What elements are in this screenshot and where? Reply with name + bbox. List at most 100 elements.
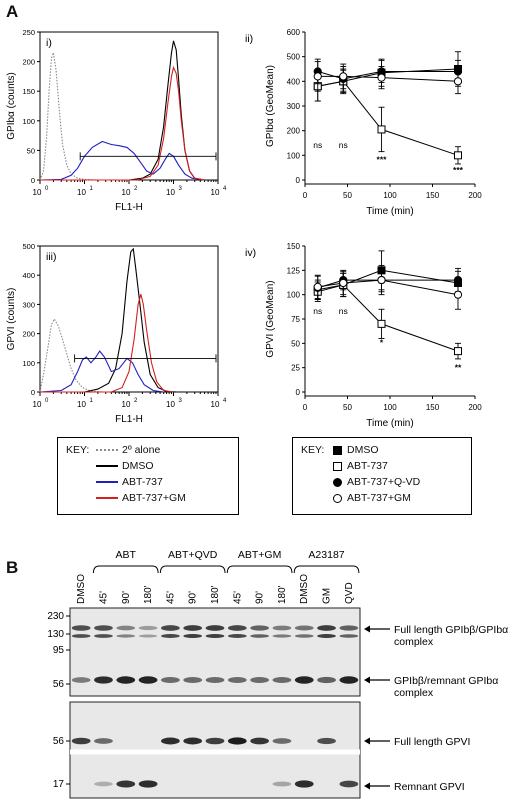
band-full-length-gpib	[250, 625, 269, 631]
y-tick-label: 150	[287, 242, 301, 251]
key-title: KEY:	[66, 444, 90, 456]
x-tick-label: 0	[303, 191, 308, 200]
significance-label: ***	[453, 165, 464, 175]
series-line-abt-737-gm	[317, 279, 459, 296]
y-tick-label: 50	[27, 146, 35, 155]
band-full-length-gpib-lower	[294, 634, 314, 638]
band-full-length-gpib	[94, 625, 113, 631]
key-line-grey	[96, 449, 118, 452]
y-tick-label: 0	[31, 388, 35, 397]
y-tick-label: 200	[22, 58, 35, 67]
key-line-red	[96, 497, 118, 500]
data-point-abt-737-gm	[313, 72, 322, 81]
significance-label: ns	[313, 306, 322, 316]
series-line-dmso	[317, 269, 459, 291]
y-tick-label: 0	[31, 176, 35, 185]
blot-lane-label: 180'	[210, 585, 221, 604]
y-tick-label: 0	[296, 176, 301, 185]
data-point-abt-737	[377, 319, 386, 328]
open-square-icon	[333, 461, 342, 471]
blot-lane-label: DMSO	[299, 574, 310, 604]
y-tick-label: 150	[22, 87, 35, 96]
histogram-series-abt-737	[39, 350, 164, 393]
band-remnant-gpib	[138, 676, 158, 684]
band-full-length-gpib-lower	[317, 633, 336, 639]
x-tick-exponent: 4	[223, 398, 227, 404]
key-item-label: ABT-737	[122, 476, 163, 488]
data-point-abt-737-gm	[377, 73, 386, 82]
blot-lane-label: 180'	[277, 585, 288, 604]
band-remnant-gpvi	[272, 781, 292, 787]
series-line-abt-737-q-vd	[317, 279, 458, 289]
significance-label: **	[455, 363, 462, 373]
x-tick-label: 10	[166, 400, 175, 409]
y-tick-label: 100	[287, 291, 301, 300]
band-full-length-gpib-lower	[71, 634, 91, 638]
band-full-length-gpib	[227, 625, 247, 631]
filled-square-icon	[333, 445, 342, 455]
y-tick-label: 0	[296, 388, 301, 397]
series-line-abt-737-gm	[317, 75, 459, 82]
y-tick-label: 500	[287, 53, 301, 62]
key-item-dmso: DMSO	[333, 444, 379, 456]
data-point-abt-737-gm	[453, 77, 463, 86]
histogram-series-2-alone	[39, 52, 98, 181]
arrow-left-icon	[364, 676, 370, 684]
x-tick-label: 0	[303, 403, 308, 412]
y-axis-label: GPVI (GeoMean)	[265, 280, 276, 357]
blot-lane-label: GM	[322, 588, 333, 604]
x-tick-exponent: 3	[179, 398, 183, 404]
x-tick-label: 150	[426, 403, 440, 412]
band-remnant-gpvi	[94, 781, 113, 787]
y-tick-label: 300	[287, 102, 301, 111]
band-full-length-gpib	[272, 625, 292, 631]
x-tick-exponent: 2	[134, 398, 138, 404]
mw-marker-label: 56	[53, 679, 65, 690]
key-item-label: ABT-737+Q-VD	[347, 476, 421, 488]
band-full-length-gpib	[71, 625, 91, 631]
mw-marker-label: 230	[47, 611, 64, 622]
series-line-abt-737	[317, 284, 459, 352]
key-item-abt-gm: ABT-737+GM	[96, 492, 186, 504]
band-full-length-gpib-lower	[138, 634, 158, 638]
panel-label: iv)	[245, 247, 256, 259]
data-point-abt-737-gm	[313, 282, 322, 291]
blot-group-bracket	[159, 565, 226, 574]
blot-group-bracket	[226, 565, 293, 574]
band-full-length-gpvi	[250, 737, 269, 745]
band-full-length-gpvi	[94, 738, 113, 744]
band-full-length-gpib-lower	[205, 633, 225, 639]
significance-label: ns	[313, 140, 322, 150]
blot-group-label: ABT	[116, 549, 137, 561]
key-item-abt: ABT-737	[96, 476, 163, 488]
histogram-series-2-alone	[39, 317, 103, 393]
blot-group-label: A23187	[308, 549, 344, 561]
band-full-length-gpib	[317, 625, 336, 631]
blot-lane-label: 180'	[143, 585, 154, 604]
band-remnant-gpib	[317, 676, 336, 684]
blot-lane-label: 45'	[232, 591, 243, 604]
band-remnant-gpib	[161, 676, 180, 684]
y-tick-label: 25	[291, 364, 300, 373]
x-tick-exponent: 1	[90, 186, 94, 192]
band-remnant-gpib	[272, 676, 292, 684]
band-full-length-gpvi	[205, 737, 225, 745]
key-item-label: ABT-737+GM	[122, 492, 186, 504]
x-tick-label: 10	[122, 400, 131, 409]
key-box-histograms: KEY: 2º alone DMSO ABT-737 ABT-737+GM	[57, 437, 239, 515]
band-remnant-gpib	[339, 676, 359, 684]
band-full-length-gpib-lower	[250, 634, 269, 638]
band-full-length-gpib	[161, 625, 180, 631]
x-tick-exponent: 0	[45, 186, 49, 192]
blot-band-label: complex	[394, 636, 434, 648]
data-point-abt-737	[454, 347, 462, 356]
band-full-length-gpib-lower	[94, 634, 113, 638]
band-full-length-gpib	[205, 625, 225, 631]
x-tick-label: 10	[33, 188, 42, 197]
band-full-length-gpib	[294, 625, 314, 631]
band-full-length-gpib-lower	[339, 634, 359, 638]
